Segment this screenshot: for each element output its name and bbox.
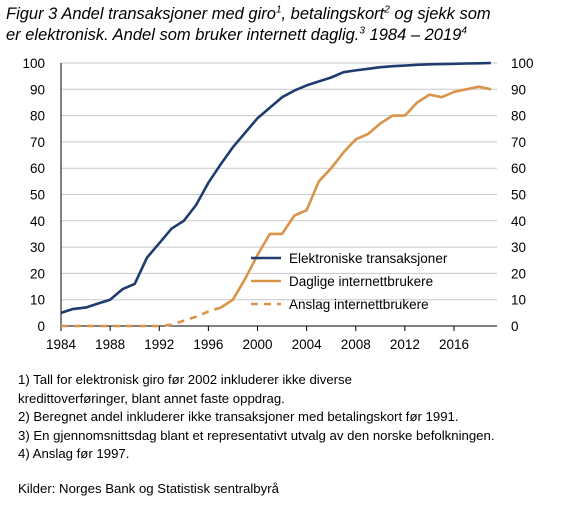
y-tick-label-right: 50	[511, 188, 526, 203]
x-axis-ticks: 1984 1988 1992 1996 2000 2004 2008 2012 2016	[46, 326, 469, 352]
y-tick-label-right: 20	[511, 266, 526, 281]
chart-title: Figur 3 Andel transaksjoner med giro1, b…	[6, 4, 566, 46]
x-tick-label: 2016	[439, 337, 469, 352]
legend-label: Elektroniske transaksjoner	[289, 251, 448, 266]
title-line-2: er elektronisk. Andel som bruker interne…	[6, 25, 566, 46]
legend: Elektroniske transaksjoner Daglige intern…	[251, 251, 448, 312]
x-tick-label: 2004	[292, 337, 323, 352]
series-line	[61, 306, 222, 328]
y-tick-label-left: 80	[30, 109, 45, 124]
x-tick-label: 1992	[144, 337, 174, 352]
y-tick-label-left: 0	[37, 319, 45, 334]
left-y-axis-ticks: 0 10 20 30 40 50 60 70 80 90 100	[22, 56, 45, 334]
y-tick-label-left: 20	[30, 266, 45, 281]
series-line	[60, 61, 491, 315]
footnotes: 1) Tall for elektronisk giro før 2002 in…	[18, 371, 568, 464]
x-tick-label: 1988	[95, 337, 125, 352]
y-tick-label-left: 40	[30, 214, 45, 229]
footnote-line: 4) Anslag før 1997.	[18, 446, 130, 461]
line-chart: 0 10 20 30 40 50 60 70 80 90 100 0 10 20 30 40 50 60 70 80…	[22, 56, 534, 352]
x-tick-label: 2008	[341, 337, 371, 352]
y-tick-label-left: 90	[30, 82, 45, 97]
x-tick-label: 1984	[46, 337, 77, 352]
source-line: Kilder: Norges Bank og Statistisk sentra…	[18, 481, 279, 496]
y-tick-label-left: 30	[30, 240, 45, 255]
axes	[60, 63, 497, 327]
y-tick-label-right: 0	[511, 319, 519, 334]
y-tick-label-right: 100	[511, 56, 534, 71]
x-tick-label: 2012	[390, 337, 420, 352]
x-tick-label: 2000	[242, 337, 272, 352]
y-tick-label-right: 80	[511, 109, 526, 124]
footnote-line: 2) Beregnet andel inkluderer ikke transa…	[18, 409, 459, 424]
y-tick-label-left: 60	[30, 161, 45, 176]
footnote-line: kredittoverføringer, blant annet faste o…	[18, 390, 285, 406]
y-tick-label-left: 10	[30, 293, 45, 308]
y-tick-label-right: 90	[511, 82, 526, 97]
title-footnote-2: 2	[384, 4, 390, 16]
title-text-2b: 1984 – 2019	[364, 26, 462, 44]
right-y-axis-ticks: 0 10 20 30 40 50 60 70 80 90 100	[511, 56, 534, 334]
y-tick-label-left: 50	[30, 188, 45, 203]
y-tick-label-right: 70	[511, 135, 526, 150]
title-footnote-3: 3	[359, 25, 365, 37]
y-tick-label-left: 70	[30, 135, 45, 150]
title-line-1: Figur 3 Andel transaksjoner med giro1, b…	[6, 4, 566, 25]
legend-label: Daglige internettbrukere	[289, 274, 433, 289]
x-tick-label: 1996	[193, 337, 223, 352]
series-line	[219, 85, 492, 309]
legend-label: Anslag internettbrukere	[289, 297, 429, 312]
grid-lines	[61, 62, 497, 301]
y-tick-label-right: 60	[511, 161, 526, 176]
y-tick-label-right: 30	[511, 240, 526, 255]
y-tick-label-right: 10	[511, 293, 526, 308]
footnote-line: 3) En gjennomsnittsdag blant et represen…	[18, 427, 495, 443]
title-footnote-1: 1	[275, 4, 282, 16]
title-text-1c: og sjekk som	[389, 5, 491, 23]
y-tick-label-left: 100	[22, 56, 45, 71]
title-text-2a: er elektronisk. Andel som bruker interne…	[6, 26, 360, 44]
title-text-1a: Figur 3 Andel transaksjoner med giro	[6, 5, 276, 23]
footnote-line: 1) Tall for elektronisk giro før 2002 in…	[18, 372, 352, 387]
title-footnote-4: 4	[461, 25, 467, 37]
series-lines	[60, 61, 492, 328]
y-tick-label-right: 40	[511, 214, 526, 229]
title-text-1b: , betalingskort	[281, 5, 385, 23]
